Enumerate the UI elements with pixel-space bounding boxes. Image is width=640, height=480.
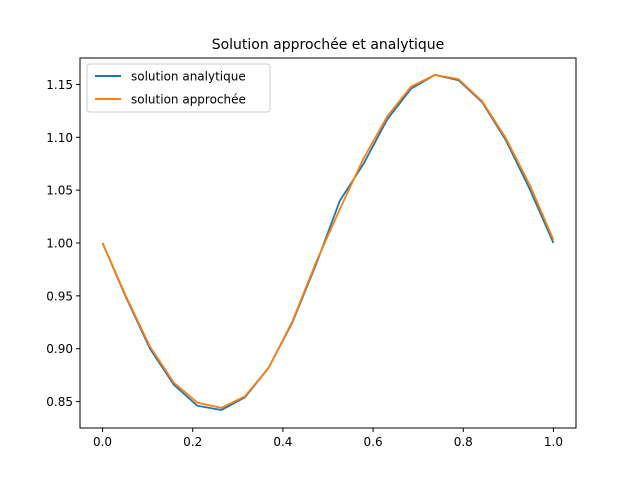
tick-layer: 0.0 0.2 0.4 0.6 0.8 1.0 0.85 0.90 0.95 1.00 1.05 1.… — [46, 78, 563, 449]
x-tick-label: 0.2 — [183, 435, 202, 449]
axes-frame — [79, 57, 577, 429]
x-tick-label: 1.0 — [544, 435, 563, 449]
series-line-analytique — [101, 74, 555, 411]
y-tick-label: 0.85 — [46, 395, 73, 409]
y-tick-label: 1.00 — [46, 237, 73, 251]
y-tick-label: 1.05 — [46, 184, 73, 198]
chart-title: Solution approchée et analytique — [212, 37, 445, 53]
y-tick-label: 0.95 — [46, 289, 73, 303]
y-tick-label: 1.15 — [46, 78, 73, 92]
x-tick-label: 0.4 — [273, 435, 292, 449]
y-tick-label: 0.90 — [46, 342, 73, 356]
x-tick-label: 0.8 — [454, 435, 473, 449]
legend-label-approchee: solution approchée — [131, 93, 246, 107]
series-line-approchee — [101, 74, 555, 409]
legend-box — [86, 63, 271, 113]
x-tick-label: 0.0 — [93, 435, 112, 449]
plot-layer — [101, 74, 555, 411]
legend-label-analytique: solution analytique — [131, 70, 246, 84]
x-tick-label: 0.6 — [364, 435, 383, 449]
y-tick-label: 1.10 — [46, 131, 73, 145]
legend: solution analytique solution approchée — [86, 63, 271, 113]
